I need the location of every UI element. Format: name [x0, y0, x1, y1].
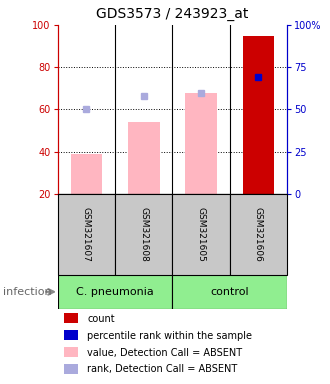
Text: rank, Detection Call = ABSENT: rank, Detection Call = ABSENT [87, 364, 238, 374]
Bar [71, 154, 102, 194]
Text: GSM321608: GSM321608 [139, 207, 148, 262]
Text: GSM321605: GSM321605 [197, 207, 206, 262]
Text: GSM321607: GSM321607 [82, 207, 91, 262]
Text: value, Detection Call = ABSENT: value, Detection Call = ABSENT [87, 348, 243, 358]
Bar [173, 194, 230, 275]
Bar [58, 194, 115, 275]
Bar [58, 275, 173, 309]
Text: infection: infection [3, 287, 52, 297]
Title: GDS3573 / 243923_at: GDS3573 / 243923_at [96, 7, 248, 21]
Text: C. pneumonia: C. pneumonia [76, 287, 154, 297]
Text: control: control [211, 287, 249, 297]
Bar [230, 194, 287, 275]
Text: GSM321606: GSM321606 [254, 207, 263, 262]
Bar [115, 194, 173, 275]
Bar [243, 36, 274, 194]
Text: percentile rank within the sample: percentile rank within the sample [87, 331, 252, 341]
Text: count: count [87, 314, 115, 324]
Bar [128, 122, 159, 194]
Bar [185, 93, 217, 194]
Bar [173, 275, 287, 309]
